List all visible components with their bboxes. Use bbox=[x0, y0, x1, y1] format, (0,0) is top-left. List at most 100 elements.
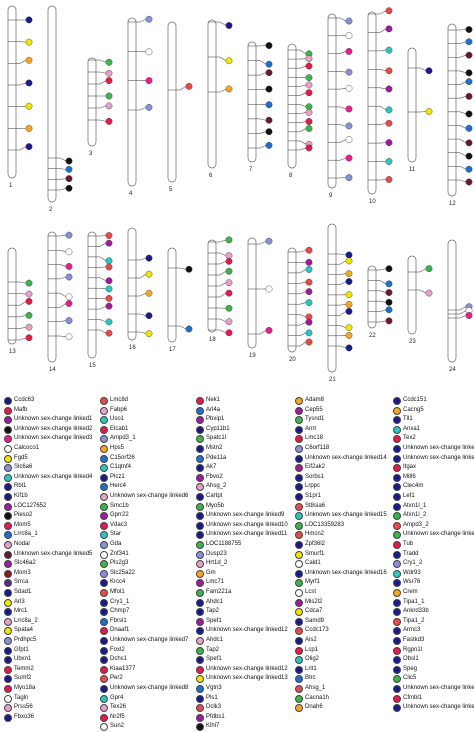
gene-marker-connector bbox=[380, 69, 386, 70]
gene-marker-connector bbox=[60, 321, 66, 322]
gene-marker-connector bbox=[460, 153, 466, 156]
legend-color-dot bbox=[196, 560, 204, 568]
legend-label: Hmcn2 bbox=[305, 530, 324, 538]
legend-label: Lmc18 bbox=[305, 434, 323, 442]
gene-marker-dot bbox=[346, 332, 352, 338]
gene-marker-dot bbox=[426, 290, 432, 296]
legend-color-dot bbox=[4, 426, 12, 434]
gene-marker-dot bbox=[306, 55, 312, 61]
gene-marker-connector bbox=[380, 280, 386, 283]
legend-label: Lrit1 bbox=[305, 665, 317, 673]
legend-label: Dnaaf1 bbox=[110, 626, 129, 634]
legend-label: Rbl1 bbox=[14, 482, 26, 490]
legend-color-dot bbox=[393, 618, 401, 626]
gene-marker-dot bbox=[106, 295, 112, 301]
legend-color-dot bbox=[196, 541, 204, 549]
chromosome-body bbox=[448, 240, 456, 362]
chromosome-12: 12 bbox=[448, 24, 472, 207]
gene-marker-dot bbox=[346, 32, 352, 38]
legend-color-dot bbox=[295, 416, 303, 424]
legend-color-dot bbox=[295, 503, 303, 511]
gene-marker-dot bbox=[266, 86, 272, 92]
legend-label: LOC127652 bbox=[14, 502, 46, 510]
legend-color-dot bbox=[295, 512, 303, 520]
gene-marker-connector bbox=[380, 29, 386, 33]
legend-color-dot bbox=[295, 455, 303, 463]
gene-marker-dot bbox=[346, 301, 352, 307]
legend-label: Cacna1h bbox=[305, 694, 329, 702]
legend-label: Unknown sex-change linked3 bbox=[14, 434, 92, 442]
gene-marker-connector bbox=[460, 112, 466, 114]
legend-label: Prss56 bbox=[14, 703, 33, 711]
legend-color-dot bbox=[196, 608, 204, 616]
chromosome-21: 21 bbox=[328, 224, 352, 383]
legend-label: Znf341 bbox=[110, 550, 129, 558]
legend-color-dot bbox=[100, 531, 108, 539]
legend-label: Srrca bbox=[14, 578, 28, 586]
legend-color-dot bbox=[100, 416, 108, 424]
legend-label: Tub bbox=[403, 540, 413, 548]
gene-marker-connector bbox=[100, 60, 106, 62]
gene-marker-dot bbox=[386, 8, 392, 14]
gene-marker-connector bbox=[140, 332, 146, 334]
legend-label: Vgtn3 bbox=[206, 684, 222, 692]
legend-color-dot bbox=[295, 560, 303, 568]
legend-color-dot bbox=[295, 522, 303, 530]
chromosome-23: 23 bbox=[408, 256, 432, 345]
chromosome-6: 6 bbox=[208, 20, 232, 179]
gene-marker-dot bbox=[346, 258, 352, 264]
legend-label: Adam8 bbox=[305, 396, 324, 404]
legend-label: Unknown sex-change linked18 bbox=[403, 454, 474, 462]
gene-marker-dot bbox=[106, 240, 112, 246]
legend-color-dot bbox=[4, 637, 12, 645]
legend-label: C1qtnf4 bbox=[110, 463, 131, 471]
legend-color-dot bbox=[196, 685, 204, 693]
legend-color-dot bbox=[393, 685, 401, 693]
legend-label: Lmc8d bbox=[110, 396, 128, 404]
gene-marker-connector bbox=[460, 96, 466, 98]
legend-label: Sun2 bbox=[110, 722, 124, 730]
legend-label: Atxn1l_1 bbox=[403, 502, 426, 510]
legend-label: Ais2 bbox=[305, 636, 317, 644]
legend-color-dot bbox=[100, 647, 108, 655]
gene-marker-connector bbox=[300, 269, 306, 272]
legend-label: Dnah6 bbox=[305, 703, 323, 711]
legend-color-dot bbox=[4, 493, 12, 501]
gene-marker-dot bbox=[66, 263, 72, 269]
gene-marker-connector bbox=[340, 88, 346, 89]
chromosome-body bbox=[288, 44, 296, 168]
gene-marker-dot bbox=[466, 125, 472, 131]
chromosome-body bbox=[48, 6, 56, 202]
gene-marker-connector bbox=[380, 11, 386, 14]
legend-color-dot bbox=[100, 637, 108, 645]
gene-marker-connector bbox=[380, 269, 386, 270]
gene-marker-connector bbox=[300, 50, 306, 54]
gene-marker-connector bbox=[60, 169, 66, 170]
gene-marker-dot bbox=[386, 139, 392, 145]
gene-marker-dot bbox=[226, 268, 232, 274]
legend-color-dot bbox=[4, 570, 12, 578]
gene-marker-dot bbox=[266, 69, 272, 75]
gene-marker-dot bbox=[346, 106, 352, 112]
legend-color-dot bbox=[393, 579, 401, 587]
legend-label: Fam221a bbox=[206, 588, 231, 596]
gene-marker-dot bbox=[426, 108, 432, 114]
gene-marker-connector bbox=[340, 311, 346, 315]
legend-color-dot bbox=[295, 579, 303, 587]
legend-label: Crem bbox=[403, 588, 418, 596]
gene-marker-connector bbox=[380, 106, 386, 110]
legend-color-dot bbox=[100, 435, 108, 443]
chromosome-label: 4 bbox=[129, 191, 133, 197]
gene-marker-connector bbox=[260, 73, 266, 75]
gene-marker-dot bbox=[26, 335, 32, 341]
gene-marker-dot bbox=[226, 258, 232, 264]
chromosome-22: 22 bbox=[368, 266, 392, 339]
legend-color-dot bbox=[4, 627, 12, 635]
legend-color-dot bbox=[196, 426, 204, 434]
legend-label: Wsr76 bbox=[403, 578, 420, 586]
legend-color-dot bbox=[295, 464, 303, 472]
legend-color-dot bbox=[393, 541, 401, 549]
gene-marker-dot bbox=[106, 264, 112, 270]
legend-color-dot bbox=[196, 618, 204, 626]
legend-color-dot bbox=[100, 464, 108, 472]
